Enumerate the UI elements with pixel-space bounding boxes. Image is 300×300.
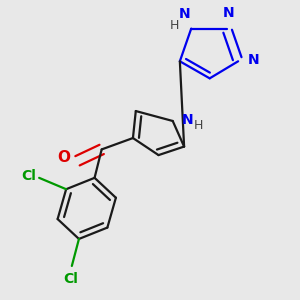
- Text: N: N: [222, 6, 234, 20]
- Text: O: O: [57, 150, 70, 165]
- Text: H: H: [169, 19, 179, 32]
- Text: N: N: [181, 112, 193, 127]
- Text: N: N: [178, 8, 190, 22]
- Text: N: N: [248, 53, 260, 67]
- Text: Cl: Cl: [21, 169, 36, 183]
- Text: H: H: [194, 119, 203, 132]
- Text: Cl: Cl: [63, 272, 78, 286]
